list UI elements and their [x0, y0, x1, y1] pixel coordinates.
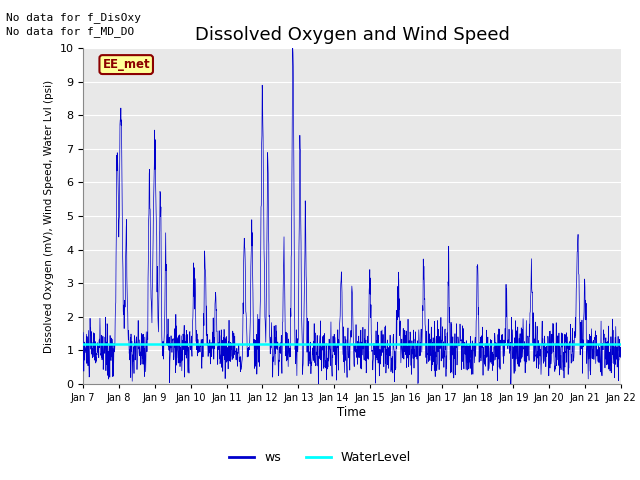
Y-axis label: Dissolved Oxygen (mV), Wind Speed, Water Lvl (psi): Dissolved Oxygen (mV), Wind Speed, Water… — [44, 79, 54, 353]
Legend: ws, WaterLevel: ws, WaterLevel — [224, 446, 416, 469]
Text: No data for f_MD_DO: No data for f_MD_DO — [6, 26, 134, 37]
Text: EE_met: EE_met — [102, 58, 150, 71]
Text: No data for f_DisOxy: No data for f_DisOxy — [6, 12, 141, 23]
Title: Dissolved Oxygen and Wind Speed: Dissolved Oxygen and Wind Speed — [195, 25, 509, 44]
X-axis label: Time: Time — [337, 406, 367, 419]
